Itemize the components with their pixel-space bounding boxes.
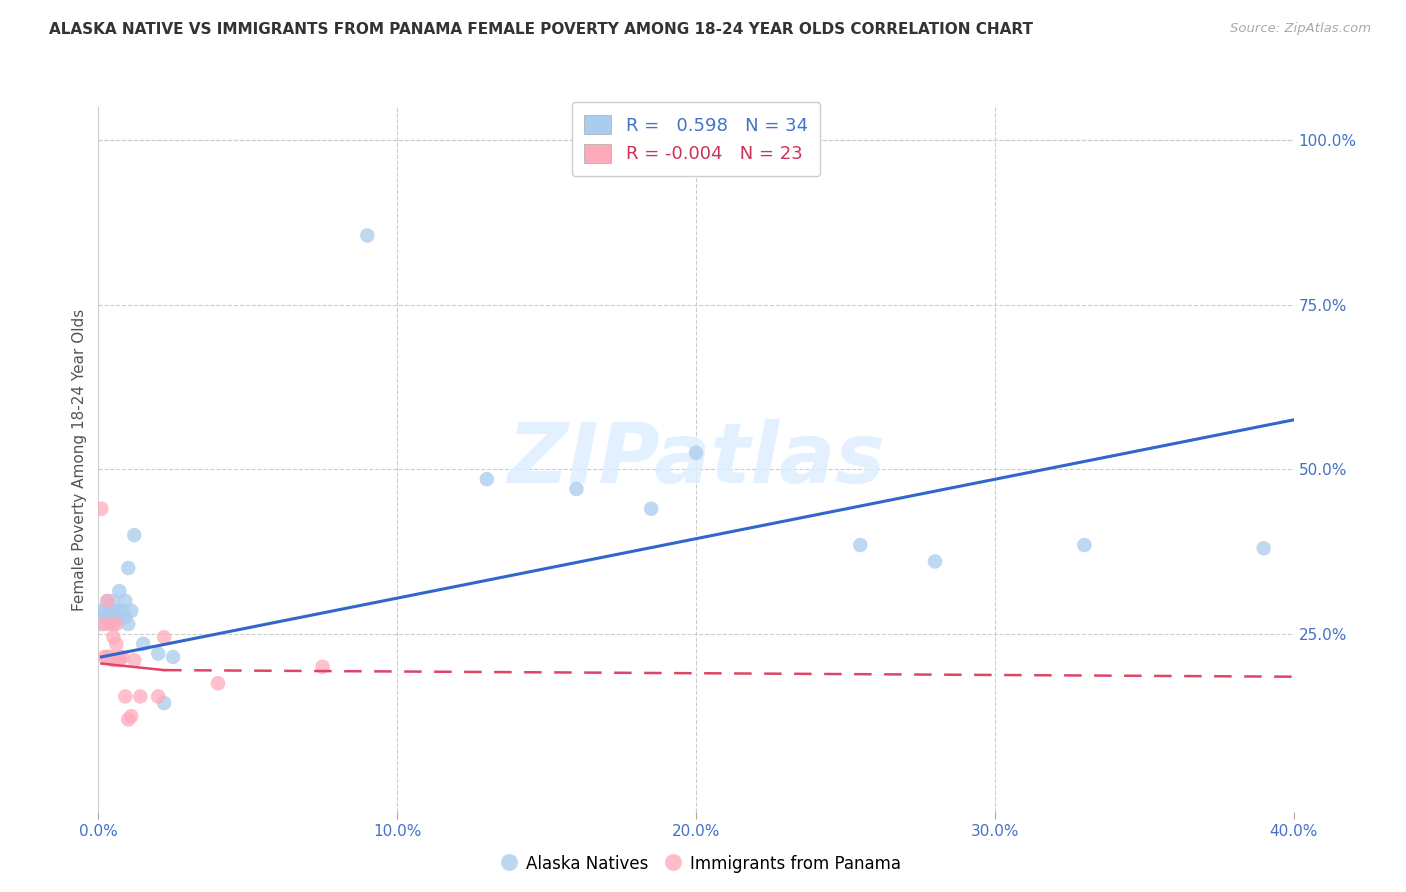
Point [1253,541,1275,556]
Text: ALASKA NATIVE VS IMMIGRANTS FROM PANAMA FEMALE POVERTY AMONG 18-24 YEAR OLDS COR: ALASKA NATIVE VS IMMIGRANTS FROM PANAMA … [49,22,1033,37]
Point [640,501,662,516]
Point [96,649,118,664]
Point [129,690,152,704]
Point [153,696,176,710]
Point [96,594,118,608]
Point [685,446,707,460]
Point [117,617,139,632]
Point [117,561,139,575]
Point [565,482,588,496]
Point [114,690,136,704]
Point [148,647,170,661]
Point [207,676,229,690]
Point [98,649,122,664]
Point [124,653,146,667]
Point [475,472,498,486]
Point [103,617,125,632]
Point [924,554,946,568]
Point [96,594,118,608]
Point [132,637,155,651]
Point [111,649,134,664]
Point [356,228,378,243]
Point [93,649,115,664]
Point [114,594,136,608]
Point [105,604,128,618]
Point [103,630,125,644]
Point [124,528,146,542]
Point [117,713,139,727]
Point [108,653,131,667]
Point [93,610,115,624]
Point [108,584,131,599]
Point [162,649,184,664]
Text: ZIPatlas: ZIPatlas [508,419,884,500]
Point [105,637,128,651]
Point [105,617,128,632]
Point [93,617,115,632]
Legend: Alaska Natives, Immigrants from Panama: Alaska Natives, Immigrants from Panama [498,848,908,880]
Point [111,604,134,618]
Point [108,610,131,624]
Legend: R =   0.598   N = 34, R = -0.004   N = 23: R = 0.598 N = 34, R = -0.004 N = 23 [571,102,821,176]
Point [93,604,115,618]
Point [120,604,142,618]
Point [98,617,122,632]
Point [98,610,122,624]
Point [311,660,333,674]
Point [849,538,872,552]
Point [90,617,112,632]
Point [153,630,176,644]
Y-axis label: Female Poverty Among 18-24 Year Olds: Female Poverty Among 18-24 Year Olds [72,309,87,610]
Point [103,594,125,608]
Point [108,649,131,664]
Point [148,690,170,704]
Point [114,610,136,624]
Point [120,709,142,723]
Point [103,653,125,667]
Point [90,501,112,516]
Text: Source: ZipAtlas.com: Source: ZipAtlas.com [1230,22,1371,36]
Point [90,604,112,618]
Point [105,604,128,618]
Point [96,610,118,624]
Point [98,604,122,618]
Point [1073,538,1095,552]
